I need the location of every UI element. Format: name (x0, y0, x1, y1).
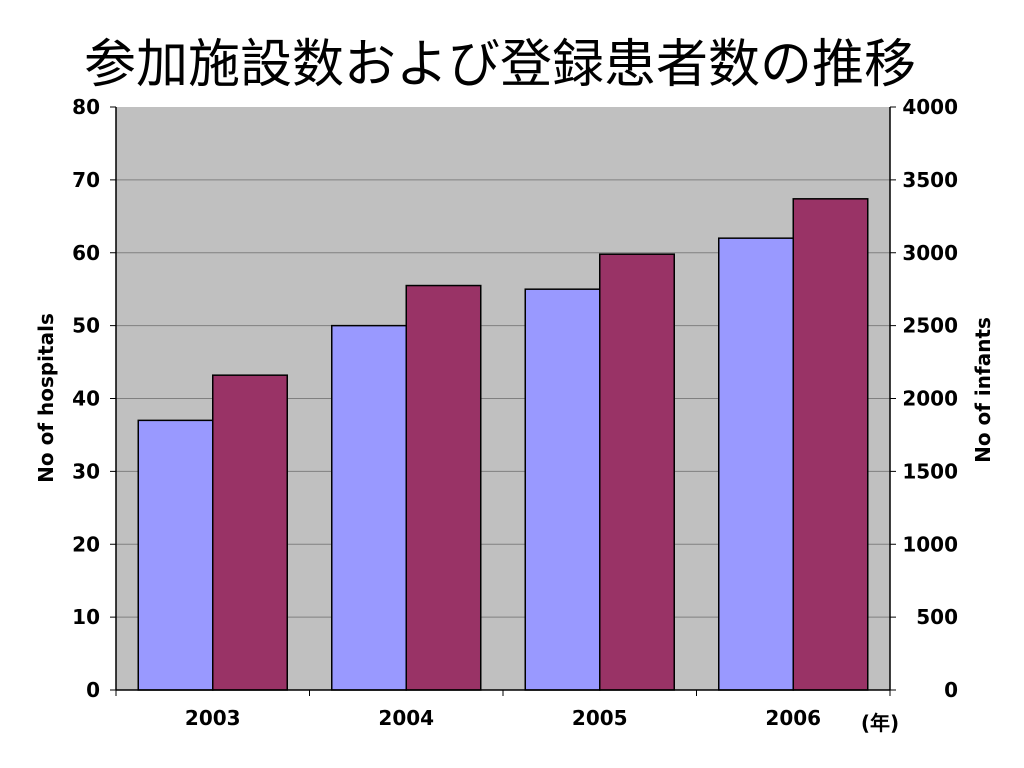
bar (792, 198, 869, 691)
right-tick-label: 3000 (902, 241, 958, 265)
left-tick-label: 10 (72, 605, 100, 629)
right-axis-title: No of infants (971, 317, 995, 463)
left-axis-title: No of hospitals (34, 313, 58, 483)
x-axis-ticks: 2003 2004 2005 2006 (115, 690, 891, 730)
left-tick-label: 30 (72, 459, 100, 483)
x-tick-label: 2003 (185, 706, 241, 730)
right-axis-ticks: 0 500 1000 1500 2000 2500 3000 3500 4000 (890, 95, 958, 702)
right-tick-label: 2000 (902, 387, 958, 411)
left-tick-label: 20 (72, 532, 100, 556)
right-tick-label: 1000 (902, 532, 958, 556)
x-tick-label: 2004 (378, 706, 434, 730)
left-tick-label: 80 (72, 95, 100, 119)
right-tick-label: 0 (944, 678, 958, 702)
right-tick-label: 4000 (902, 95, 958, 119)
bar (137, 419, 214, 691)
bar (405, 284, 482, 691)
bar (524, 288, 601, 691)
left-tick-label: 50 (72, 314, 100, 338)
bar (599, 253, 675, 691)
right-tick-label: 3500 (902, 168, 958, 192)
x-tick-label: 2005 (572, 706, 628, 730)
chart-title: 参加施設数および登録患者数の推移 (83, 35, 916, 95)
left-tick-label: 40 (72, 387, 100, 411)
bar (331, 324, 407, 691)
right-tick-label: 2500 (902, 314, 958, 338)
bar (212, 374, 288, 691)
right-tick-label: 500 (916, 605, 958, 629)
x-tick-label: 2006 (765, 706, 821, 730)
left-axis-ticks: 0 10 20 30 40 50 60 70 80 (72, 95, 116, 702)
right-tick-label: 1500 (902, 459, 958, 483)
left-tick-label: 0 (86, 678, 100, 702)
bars (137, 198, 869, 691)
x-axis-unit-label: (年) (861, 711, 899, 735)
left-tick-label: 70 (72, 168, 100, 192)
left-tick-label: 60 (72, 241, 100, 265)
bar (718, 237, 794, 691)
